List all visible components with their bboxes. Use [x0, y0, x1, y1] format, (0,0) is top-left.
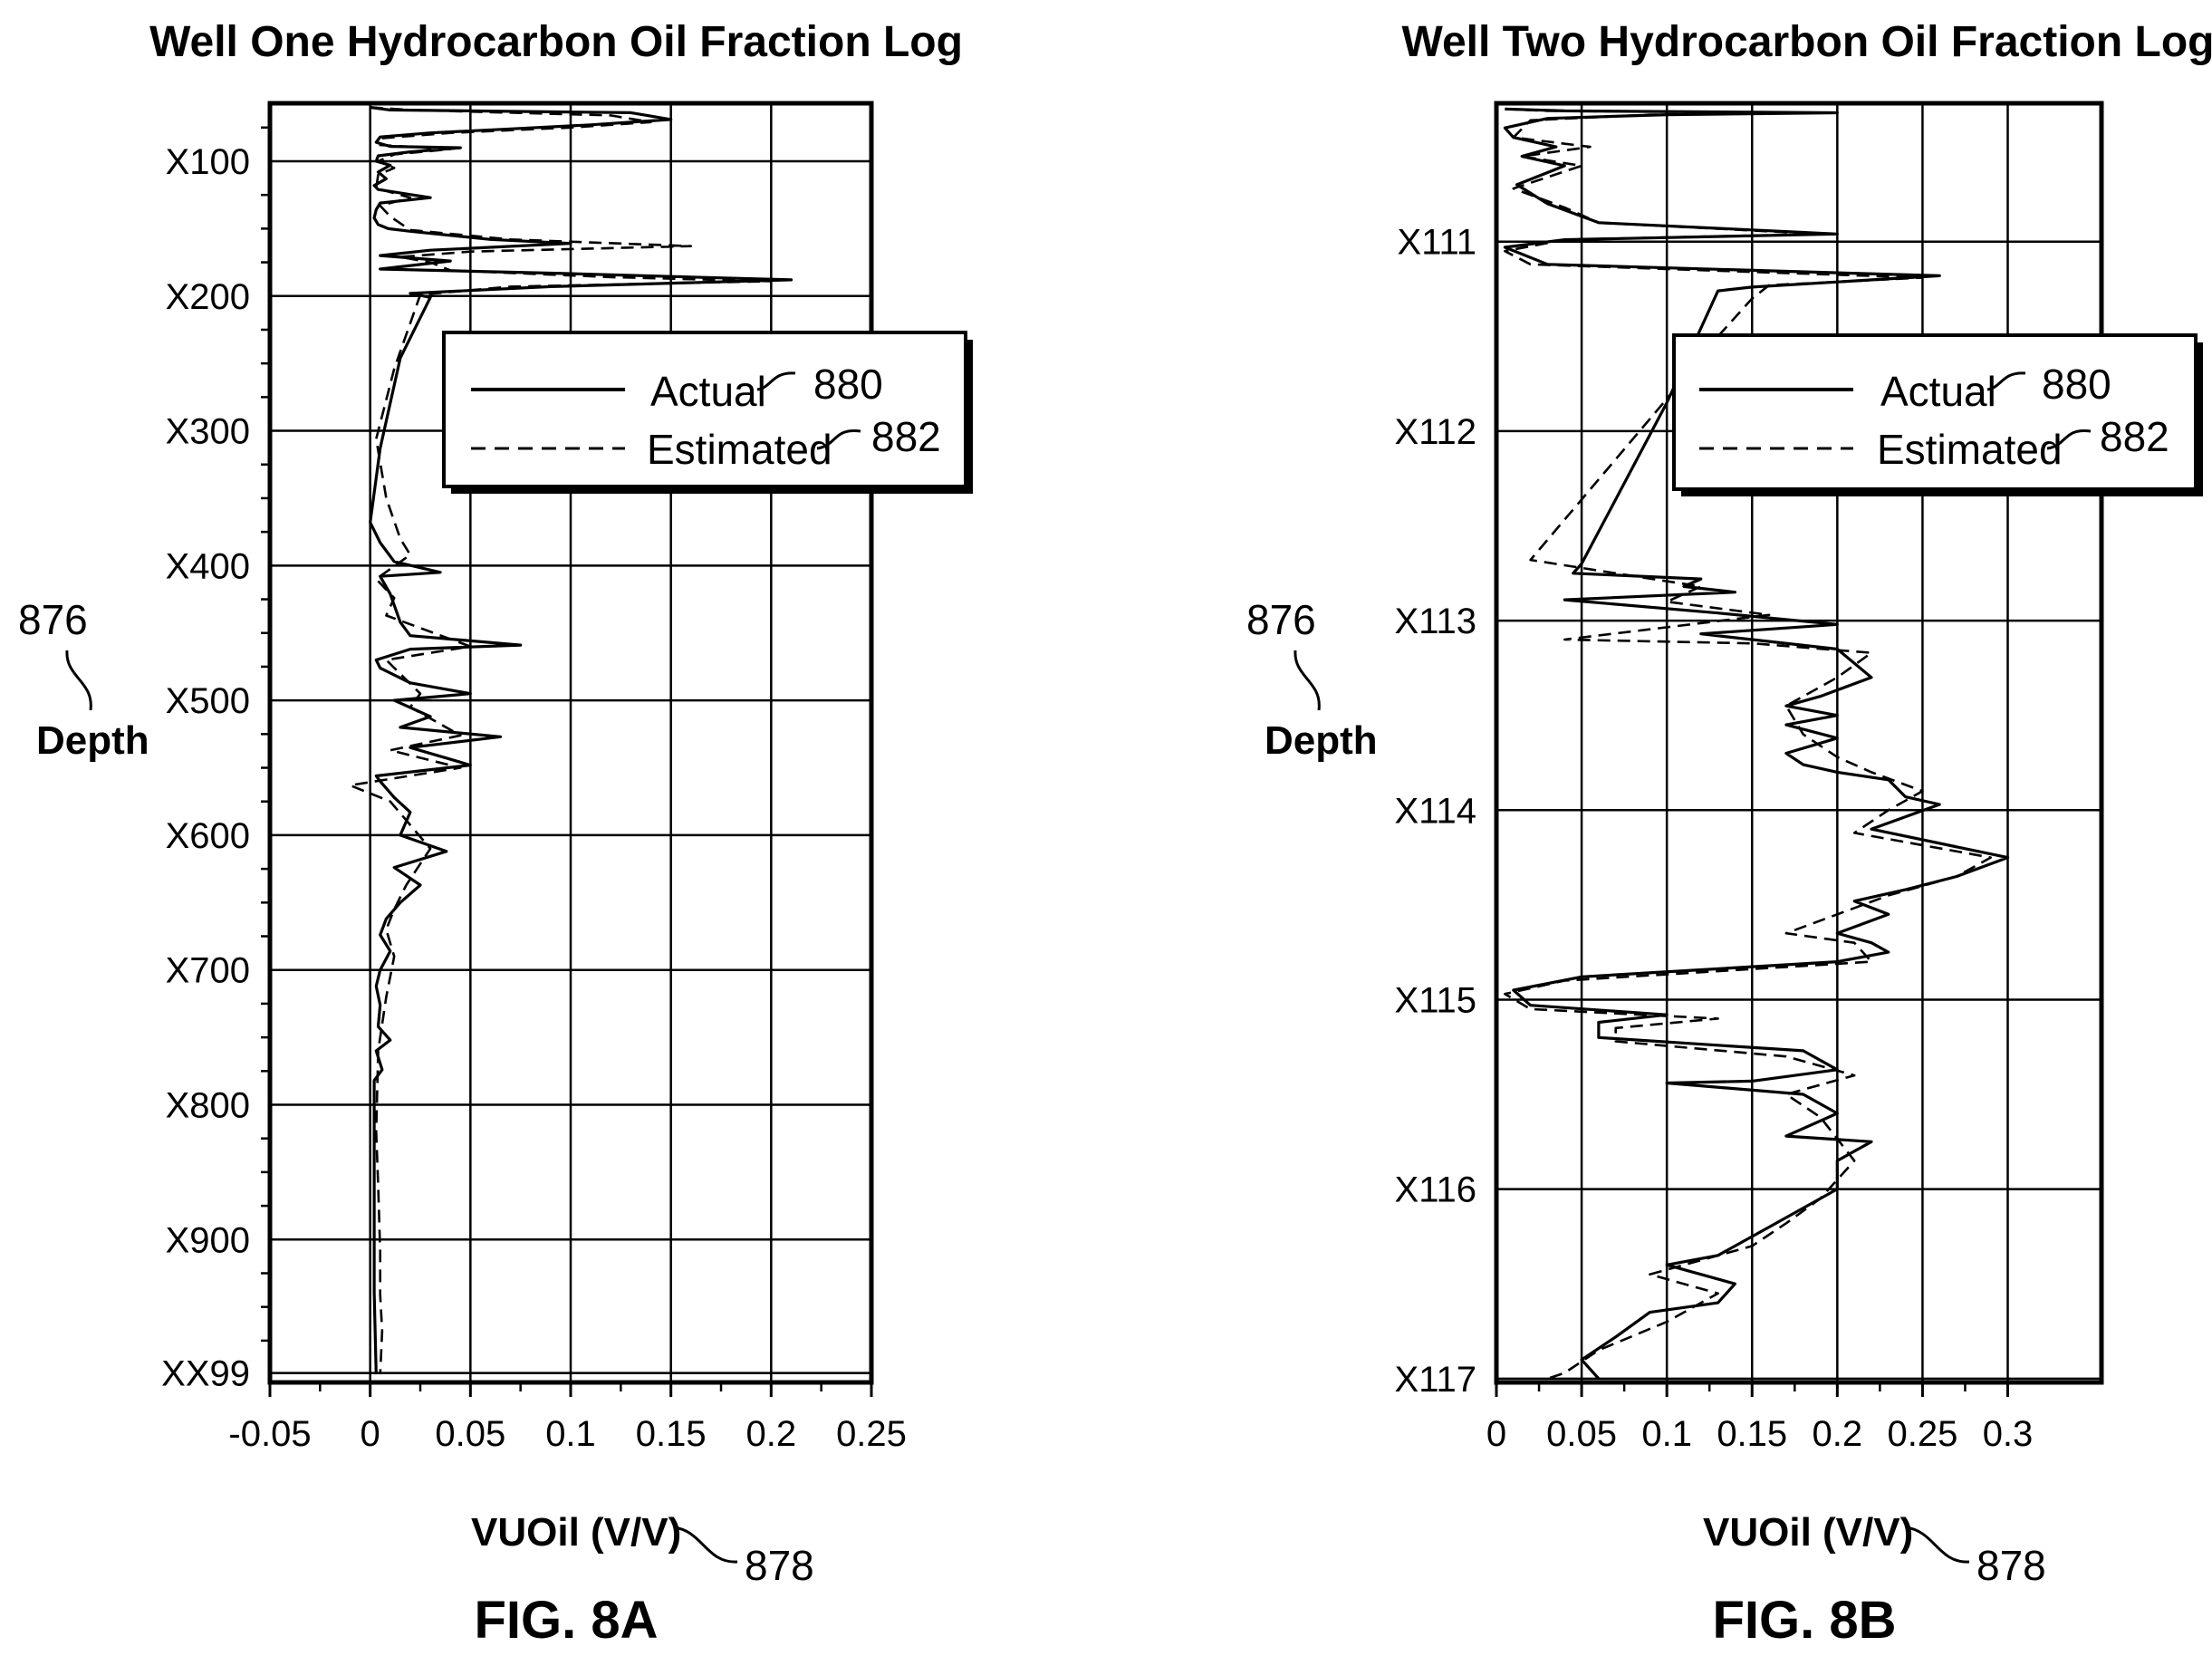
legend-estimated-ref: 882 [871, 413, 941, 460]
y-axis-label: Depth [1265, 718, 1378, 763]
leader-line [65, 650, 92, 711]
legend-estimated-label: Estimated [1877, 426, 2063, 473]
y-tick-label: X111 [1398, 223, 1476, 263]
grid [270, 103, 871, 1382]
series-estimated-line [1504, 108, 1992, 1381]
y-tick-label: X100 [166, 142, 250, 182]
axis-ticks: -0.05 0 0.05 0.1 0.15 0.2 0.25 X100 X200 X300 X400… [161, 126, 907, 1454]
series-actual-line [1503, 107, 2010, 1380]
x-tick-label: 0.15 [1717, 1414, 1787, 1454]
figure-caption: FIG. 8A [474, 1591, 658, 1650]
leader-line [673, 1526, 738, 1564]
y-tick-label: X500 [166, 681, 250, 721]
leader-line [1905, 1526, 1970, 1564]
x-tick-label: 0 [1486, 1414, 1506, 1454]
leader-line [816, 429, 861, 450]
y-tick-label: X200 [166, 277, 250, 317]
legend-actual-label: Actual [1880, 368, 1996, 415]
x-axis-label: VUOil (V/V) [471, 1510, 681, 1555]
y-tick-label: X116 [1395, 1170, 1476, 1210]
x-tick-label: 0.25 [836, 1414, 907, 1454]
leader-line [2046, 429, 2092, 450]
y-tick-label: X115 [1395, 980, 1476, 1020]
y-axis-label: Depth [36, 718, 149, 763]
x-tick-label: 0.2 [1813, 1414, 1863, 1454]
x-tick-label: 0.1 [545, 1414, 596, 1454]
figure-caption: FIG. 8B [1712, 1591, 1896, 1650]
legend-estimated-label: Estimated [647, 426, 832, 473]
y-tick-label: X300 [166, 412, 250, 452]
x-axis-label: VUOil (V/V) [1703, 1510, 1913, 1555]
y-tick-label: X700 [166, 951, 250, 991]
well-one-chart: Well One Hydrocarbon Oil Fraction Log -0… [18, 18, 973, 1650]
x-tick-label: 0 [361, 1414, 380, 1454]
series-estimated-line [349, 106, 773, 1375]
series-actual-line [369, 105, 793, 1375]
chart-title: Well Two Hydrocarbon Oil Fraction Log [1402, 18, 2212, 66]
y-axis-ref: 876 [18, 596, 88, 643]
plot-frame [1494, 101, 2104, 1385]
series-lines [1503, 107, 2010, 1381]
x-tick-label: 0.05 [435, 1414, 505, 1454]
legend-actual-label: Actual [650, 368, 766, 415]
chart-title: Well One Hydrocarbon Oil Fraction Log [149, 18, 963, 66]
legend-actual-ref: 880 [2042, 361, 2111, 408]
y-tick-label: X117 [1395, 1360, 1476, 1400]
legend: Actual 880 Estimated 882 [1672, 333, 2203, 496]
y-tick-label: X800 [166, 1085, 250, 1125]
x-tick-label: 0.25 [1887, 1414, 1957, 1454]
y-axis-ref: 876 [1246, 596, 1316, 643]
leader-line [756, 371, 796, 391]
y-tick-label: X600 [166, 816, 250, 856]
x-tick-label: 0.05 [1546, 1414, 1617, 1454]
leader-line [1986, 371, 2026, 391]
legend: Actual 880 Estimated 882 [442, 331, 973, 494]
series-lines [349, 105, 793, 1375]
x-tick-label: 0.3 [1983, 1414, 2034, 1454]
x-tick-label: -0.05 [228, 1414, 311, 1454]
y-tick-label: X112 [1395, 412, 1476, 452]
legend-estimated-ref: 882 [2100, 413, 2169, 460]
y-tick-label: X113 [1395, 602, 1476, 641]
x-axis-ref: 878 [745, 1542, 814, 1589]
y-tick-label: X900 [166, 1220, 250, 1260]
axis-ticks: 0 0.05 0.1 0.15 0.2 0.25 0.3 X111 X112 X113 X114 X1… [1395, 223, 2034, 1454]
x-tick-label: 0.1 [1641, 1414, 1692, 1454]
y-tick-label: X400 [166, 546, 250, 586]
x-axis-ref: 878 [1976, 1542, 2046, 1589]
x-tick-label: 0.15 [636, 1414, 707, 1454]
y-tick-label: XX99 [161, 1354, 250, 1394]
leader-line [1294, 650, 1321, 711]
x-tick-label: 0.2 [746, 1414, 797, 1454]
y-tick-label: X114 [1395, 791, 1476, 831]
legend-actual-ref: 880 [813, 361, 883, 408]
